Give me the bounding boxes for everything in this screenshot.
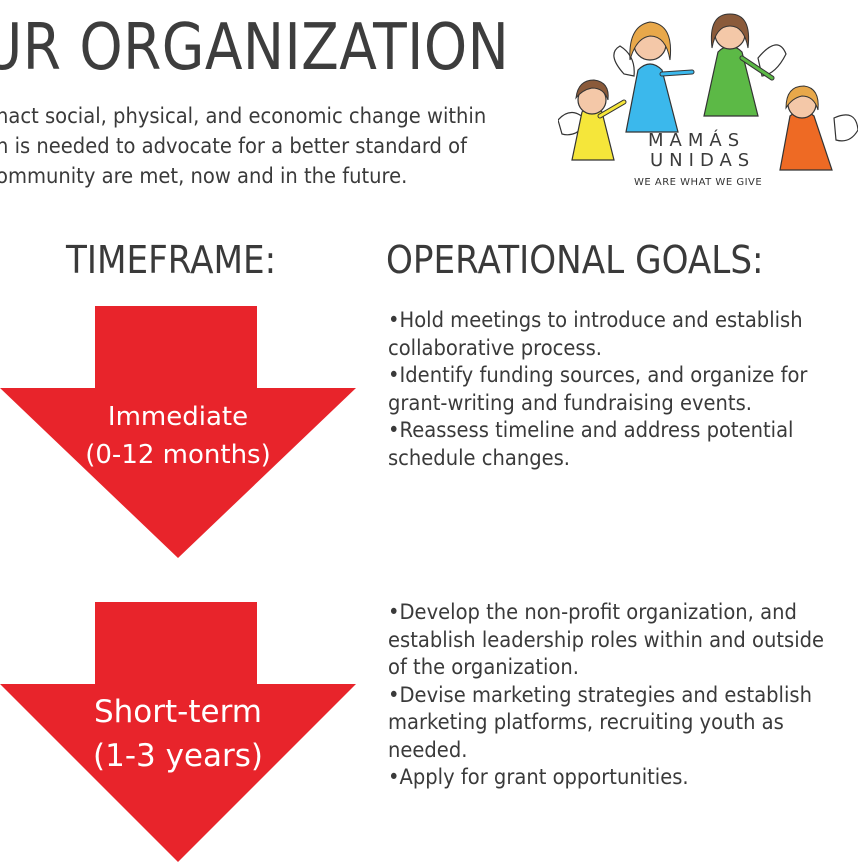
logo-name-line2: UNIDAS — [650, 150, 756, 171]
phase-title: Immediate — [107, 402, 249, 432]
page-title: UR ORGANIZATION — [0, 11, 510, 85]
goal-line: marketing platforms, recruiting youth as — [388, 710, 784, 734]
immediate-goals-list: •Hold meetings to introduce and establis… — [388, 307, 853, 472]
logo-name-line1: MAMÁS — [648, 130, 746, 151]
intro-line: nact social, physical, and economic chan… — [0, 104, 487, 128]
operational-goals-heading: OPERATIONAL GOALS: — [386, 238, 764, 282]
immediate-label: Immediate (0-12 months) — [0, 398, 356, 474]
arrow-shape — [0, 602, 356, 862]
mamas-unidas-logo: MAMÁS UNIDAS WE ARE WHAT WE GIVE — [558, 12, 858, 194]
goal-line: •Reassess timeline and address potential — [388, 418, 794, 442]
logo-tagline: WE ARE WHAT WE GIVE — [634, 177, 763, 188]
goal-line: grant-writing and fundraising events. — [388, 390, 752, 415]
goal-line: schedule changes. — [388, 445, 570, 470]
goal-line: •Identify funding sources, and organize … — [388, 363, 808, 387]
short-term-arrow — [0, 602, 356, 862]
goal-line: of the organization. — [388, 655, 579, 679]
goal-line: establish leadership roles within and ou… — [388, 627, 825, 652]
arrow-shape — [0, 306, 356, 558]
goal-line: •Develop the non-profit organization, an… — [388, 600, 797, 624]
goal-line: •Devise marketing strategies and establi… — [388, 682, 812, 707]
short-term-label: Short-term (1-3 years) — [0, 690, 356, 778]
goal-line: •Hold meetings to introduce and establis… — [388, 308, 803, 332]
short-term-goals-list: •Develop the non-profit organization, an… — [388, 599, 853, 792]
goal-line: needed. — [388, 737, 468, 762]
goal-line: •Apply for grant opportunities. — [388, 765, 689, 789]
immediate-arrow — [0, 306, 356, 558]
phase-duration: (1-3 years) — [93, 738, 263, 774]
goal-line: collaborative process. — [388, 335, 602, 360]
phase-title: Short-term — [93, 694, 262, 730]
intro-line: n is needed to advocate for a better sta… — [0, 134, 467, 158]
intro-line: ommunity are met, now and in the future. — [0, 164, 408, 188]
intro-paragraph: nact social, physical, and economic chan… — [0, 101, 486, 191]
logo-figures-illustration — [558, 13, 858, 171]
phase-duration: (0-12 months) — [85, 440, 271, 470]
timeframe-heading: TIMEFRAME: — [66, 238, 277, 282]
